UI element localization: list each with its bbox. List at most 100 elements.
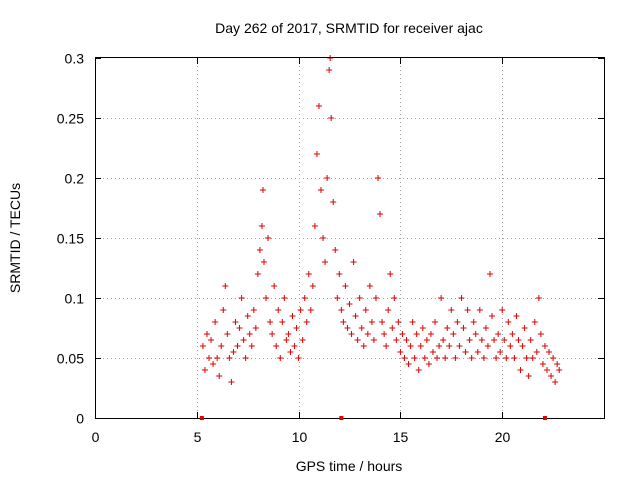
data-point [265,235,272,241]
data-point [334,295,341,301]
data-point [486,271,493,277]
x-tick-label: 5 [194,429,202,445]
data-point [393,337,400,343]
y-tick-label: 0 [76,411,84,427]
data-point [326,67,333,73]
data-point [548,373,555,379]
data-point [389,325,396,331]
data-point [242,355,249,361]
data-point [222,283,229,289]
data-point [244,313,251,319]
data-point [521,325,528,331]
data-point [523,355,530,361]
data-point [537,331,544,337]
data-point [489,313,496,319]
data-point [419,325,426,331]
data-point [499,307,506,313]
data-point [427,331,434,337]
data-point [531,319,538,325]
data-point [328,115,335,121]
data-point [238,295,245,301]
data-point [287,349,294,355]
data-point [503,355,510,361]
data-point [515,337,522,343]
data-point [275,307,282,313]
data-point [519,343,526,349]
data-point [267,319,274,325]
data-point [258,223,265,229]
data-point [313,151,320,157]
data-point [208,337,215,343]
data-point [511,355,518,361]
data-point [311,223,318,229]
data-point [550,355,557,361]
data-point [482,325,489,331]
data-point [203,331,210,337]
x-tick-label: 15 [393,429,409,445]
data-point [436,343,443,349]
axis-ticks [95,58,604,419]
data-point [252,325,259,331]
y-tick-label: 0.15 [57,231,84,247]
x-axis-label: GPS time / hours [296,458,403,474]
data-point [417,343,424,349]
data-point [305,271,312,277]
data-point [362,307,369,313]
data-point [401,355,408,361]
data-point [366,283,373,289]
data-point [240,337,247,343]
data-point [248,343,255,349]
data-point [295,355,302,361]
data-point [533,349,540,355]
data-point [409,319,416,325]
data-point [346,301,353,307]
data-point [360,343,367,349]
data-point [391,295,398,301]
data-point [297,307,304,313]
data-point [301,295,308,301]
data-point [336,271,343,277]
data-point [377,211,384,217]
data-point [370,337,377,343]
x-tick-labels: 0 5 10 15 20 [92,429,511,445]
data-point [254,271,261,277]
data-point [507,343,514,349]
data-point [201,367,208,373]
data-point [454,319,461,325]
data-point [246,331,253,337]
data-point [385,307,392,313]
data-point [395,319,402,325]
data-point [432,319,439,325]
data-point [403,337,410,343]
data-point [324,175,331,181]
data-point [379,319,386,325]
data-point [476,307,483,313]
data-point [293,325,300,331]
data-point [303,319,310,325]
data-point [541,343,548,349]
data-point [317,187,324,193]
data-point [307,307,314,313]
data-point [330,199,337,205]
data-point [199,343,206,349]
data-point [364,331,371,337]
data-point [224,331,231,337]
data-point [315,103,322,109]
grid-lines [95,58,604,418]
data-point [259,187,266,193]
data-point [260,259,267,265]
data-point [271,283,278,289]
data-point [529,355,536,361]
data-point [285,331,292,337]
data-point [452,355,459,361]
data-point [273,343,280,349]
data-point [527,337,534,343]
data-point [340,319,347,325]
x-tick-label: 0 [92,429,100,445]
data-point [543,367,550,373]
data-point [474,349,481,355]
data-point [338,307,345,313]
data-point [446,343,453,349]
data-point [214,355,221,361]
